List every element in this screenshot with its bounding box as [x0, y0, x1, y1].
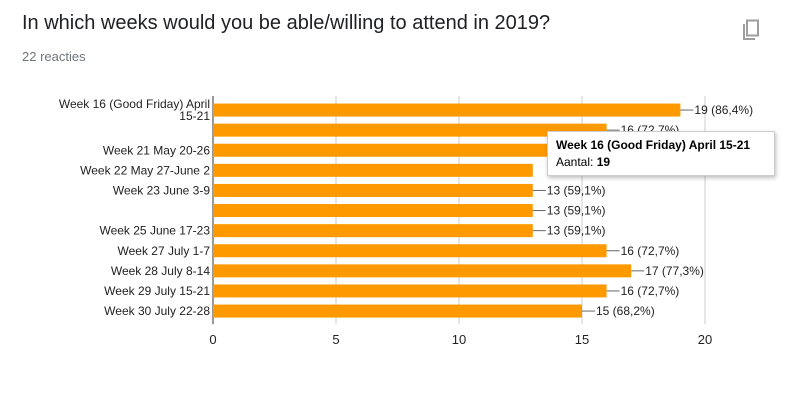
response-count: 22 reacties [22, 49, 86, 64]
bar [213, 304, 582, 318]
category-label: Week 22 May 27-June 2 [80, 163, 210, 177]
question-title: In which weeks would you be able/willing… [22, 12, 551, 34]
category-label: Week 28 July 8-14 [111, 264, 210, 278]
category-label: Week 23 June 3-9 [113, 183, 210, 197]
tooltip-title: Week 16 (Good Friday) April 15-21 [556, 138, 751, 152]
category-label: Week 27 July 1-7 [118, 244, 211, 258]
bar-chart: 0 5 10 15 20 Week 16 (Good Friday) April 15-21… [0, 90, 800, 350]
bar-chart-svg: 0 5 10 15 20 Week 16 (Good Friday) April15-21… [59, 96, 753, 347]
bar [213, 183, 533, 197]
category-label: Week 21 May 20-26 [103, 143, 210, 157]
bar [213, 143, 607, 157]
tooltip-value: 19 [596, 155, 611, 169]
data-label: 16 (72,7%) [621, 284, 680, 298]
data-label: 16 (72,7%) [621, 244, 680, 258]
data-label: 15 (68,2%) [596, 304, 655, 318]
x-tick-label: 15 [575, 332, 589, 347]
category-label: Week 30 July 22-28 [104, 304, 210, 318]
tooltip-label: Aantal: [556, 155, 594, 169]
bar [213, 103, 681, 117]
bar [213, 204, 533, 218]
category-label: 15-21 [179, 109, 210, 123]
tooltip-row: Aantal: 19 [556, 155, 766, 169]
bar [213, 244, 607, 258]
copy-icon [743, 19, 759, 40]
chart-tooltip: Week 16 (Good Friday) April 15-21 Aantal… [547, 131, 775, 176]
data-label: 13 (59,1%) [547, 204, 606, 218]
bar [213, 163, 533, 177]
x-tick-label: 5 [332, 332, 339, 347]
bar [213, 224, 533, 238]
data-label: 13 (59,1%) [547, 183, 606, 197]
data-label: 19 (86,4%) [694, 103, 753, 117]
bar [213, 284, 607, 298]
category-label: Week 16 (Good Friday) April [59, 97, 210, 111]
copy-chart-button[interactable] [733, 12, 769, 48]
x-tick-label: 0 [209, 332, 216, 347]
x-tick-label: 10 [452, 332, 466, 347]
bar [213, 264, 632, 278]
data-label: 17 (77,3%) [645, 264, 704, 278]
bar [213, 123, 607, 137]
data-label: 13 (59,1%) [547, 224, 606, 238]
category-label: Week 25 June 17-23 [99, 224, 210, 238]
category-label: Week 29 July 15-21 [104, 284, 210, 298]
x-tick-label: 20 [698, 332, 712, 347]
